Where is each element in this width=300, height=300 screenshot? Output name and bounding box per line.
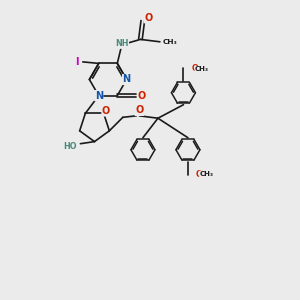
Text: CH₃: CH₃ — [195, 66, 209, 72]
Text: I: I — [75, 57, 79, 67]
Text: O: O — [135, 105, 143, 116]
Text: O: O — [191, 64, 198, 73]
Text: O: O — [196, 170, 203, 179]
Text: O: O — [138, 91, 146, 100]
Text: O: O — [102, 106, 110, 116]
Text: N: N — [94, 91, 103, 100]
Text: O: O — [144, 13, 152, 23]
Text: CH₃: CH₃ — [200, 171, 214, 177]
Text: HO: HO — [64, 142, 77, 151]
Text: CH₃: CH₃ — [162, 39, 177, 45]
Text: NH: NH — [115, 39, 129, 48]
Text: N: N — [122, 74, 131, 85]
